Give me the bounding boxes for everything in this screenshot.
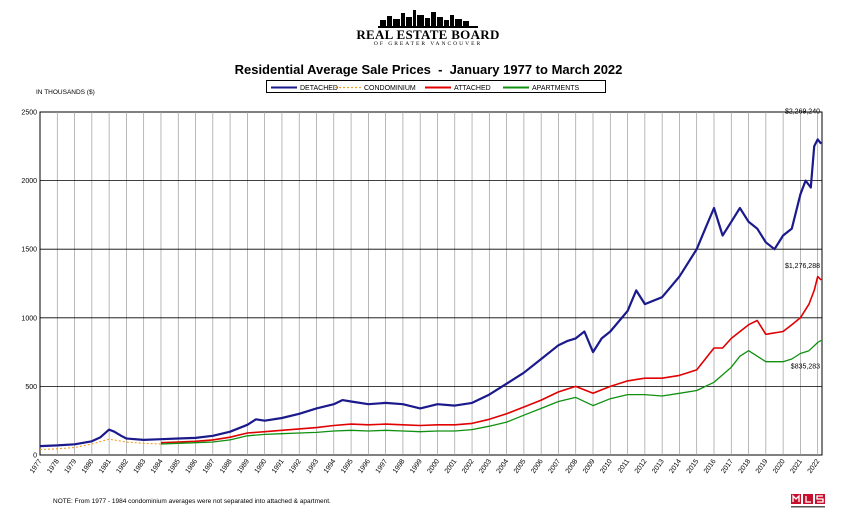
x-tick-label: 2014 <box>668 458 683 475</box>
x-tick-label: 1981 <box>98 458 113 475</box>
x-tick-label: 2007 <box>547 458 562 475</box>
logo-sub-text: OF GREATER VANCOUVER <box>373 41 483 47</box>
x-tick-label: 1977 <box>29 458 44 475</box>
x-tick-label: 1990 <box>254 458 269 475</box>
x-tick-label: 1978 <box>46 458 61 475</box>
x-tick-label: 1987 <box>202 458 217 475</box>
x-tick-label: 2012 <box>634 458 649 475</box>
x-tick-label: 2018 <box>738 458 753 475</box>
x-tick-label: 2003 <box>478 458 493 475</box>
mls-logo <box>791 494 825 508</box>
x-tick-label: 2008 <box>565 458 580 475</box>
x-tick-label: 1998 <box>392 458 407 475</box>
x-tick-label: 1986 <box>185 458 200 475</box>
plot-area <box>39 111 823 456</box>
x-tick-label: 2011 <box>617 458 631 474</box>
x-tick-label: 1997 <box>375 458 390 475</box>
value-annotation: $835,283 <box>791 363 820 370</box>
x-tick-label: 2001 <box>444 458 459 475</box>
legend-label: APARTMENTS <box>532 85 580 92</box>
x-tick-label: 1995 <box>340 458 355 475</box>
x-tick-label: 1991 <box>271 458 286 475</box>
x-tick-label: 1984 <box>150 458 165 475</box>
x-tick-label: 2006 <box>530 458 545 475</box>
y-tick-label: 0 <box>33 453 37 460</box>
x-tick-label: 2005 <box>513 458 528 475</box>
x-tick-label: 2021 <box>789 458 804 475</box>
x-tick-label: 1989 <box>236 458 251 475</box>
series-line-condominium <box>39 438 179 451</box>
x-tick-label: 1992 <box>288 458 303 475</box>
y-tick-label: 1500 <box>21 247 37 254</box>
x-tick-label: 2017 <box>720 458 735 475</box>
x-tick-label: 2020 <box>772 458 787 475</box>
x-tick-label: 1988 <box>219 458 234 475</box>
y-tick-label: 500 <box>25 384 37 391</box>
x-tick-label: 1999 <box>409 458 424 475</box>
x-tick-label: 2002 <box>461 458 476 475</box>
legend-label: DETACHED <box>300 85 338 92</box>
x-tick-label: 1979 <box>64 458 79 475</box>
chart-title: Residential Average Sale Prices - Januar… <box>234 62 623 77</box>
x-tick-label: 1994 <box>323 458 338 475</box>
chart-legend: DETACHED CONDOMINIUM ATTACHED APARTMENTS <box>266 80 606 93</box>
x-tick-label: 2009 <box>582 458 597 475</box>
x-tick-label: 1982 <box>115 458 130 475</box>
x-tick-label: 2013 <box>651 458 666 475</box>
y-tick-label: 2000 <box>21 178 37 185</box>
x-tick-label: 2019 <box>755 458 770 475</box>
x-tick-label: 1983 <box>133 458 148 475</box>
x-tick-label: 2016 <box>703 458 718 475</box>
x-tick-label: 1985 <box>167 458 182 475</box>
x-tick-label: 2000 <box>426 458 441 475</box>
legend-label: ATTACHED <box>454 85 491 92</box>
skyline-icon <box>378 10 478 28</box>
x-tick-label: 1993 <box>305 458 320 475</box>
series-line-apartments <box>160 339 822 445</box>
value-annotation: $2,269,240 <box>785 109 820 116</box>
series-line-detached <box>39 138 822 448</box>
x-tick-label: 1996 <box>357 458 372 475</box>
x-tick-label: 1980 <box>81 458 96 475</box>
y-tick-label: 2500 <box>21 110 37 117</box>
footnote: NOTE: From 1977 - 1984 condominium avera… <box>53 498 331 505</box>
legend-label: CONDOMINIUM <box>364 85 416 92</box>
series-line-attached <box>160 275 822 444</box>
y-tick-label: 1000 <box>21 315 37 322</box>
logo-main-text: REAL ESTATE BOARD <box>356 27 500 42</box>
price-chart: 1977 1978 1979 1980 1981 1982 1983 1984 1985 1986… <box>21 109 823 475</box>
x-tick-label: 2004 <box>496 458 511 475</box>
units-label: IN THOUSANDS ($) <box>36 89 95 96</box>
x-tick-label: 2010 <box>599 458 614 475</box>
value-annotation: $1,276,288 <box>785 263 820 270</box>
x-tick-label: 2022 <box>807 458 822 475</box>
reb-logo: REAL ESTATE BOARD OF GREATER VANCOUVER <box>338 8 518 58</box>
x-tick-label: 2015 <box>686 458 701 475</box>
